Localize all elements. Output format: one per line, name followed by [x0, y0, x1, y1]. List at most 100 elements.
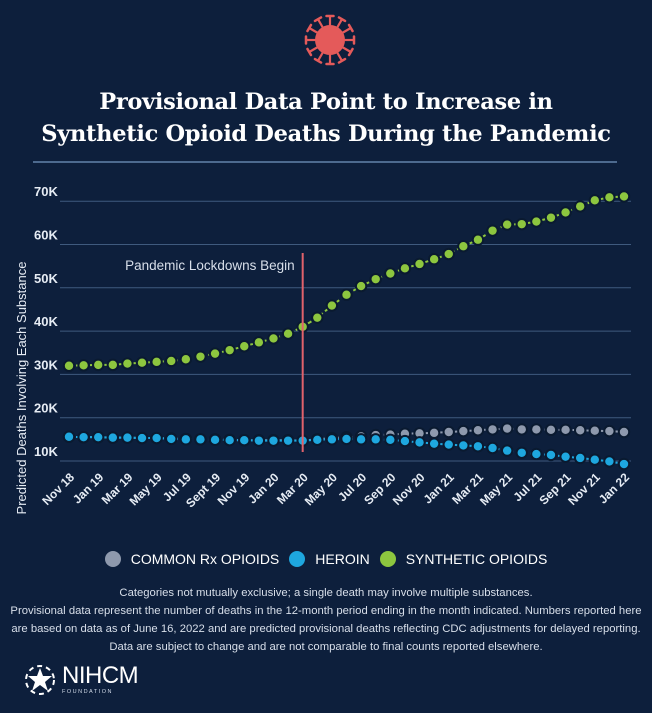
title-line-1: Provisional Data Point to Increase in	[99, 89, 553, 115]
data-point	[77, 359, 90, 372]
data-point	[223, 434, 236, 447]
data-point	[62, 359, 76, 372]
data-point	[515, 423, 528, 436]
data-point	[267, 434, 280, 447]
data-point	[135, 356, 149, 369]
y-tick-label: 30K	[34, 357, 58, 372]
data-point	[252, 434, 266, 447]
x-tick-label: May 20	[302, 470, 340, 508]
title-line-2: Synthetic Opioid Deaths During the Pande…	[41, 121, 611, 147]
data-point	[442, 425, 455, 439]
data-point	[588, 424, 601, 437]
y-tick-label: 70K	[34, 184, 58, 199]
data-point	[281, 434, 295, 447]
data-point	[194, 433, 207, 446]
logo-name: NIHCM	[62, 662, 139, 689]
legend: COMMON Rx OPIOIDS HEROIN SYNTHETIC OPIOI…	[0, 551, 652, 567]
data-point	[573, 424, 587, 437]
data-point	[179, 353, 193, 366]
data-point	[515, 217, 528, 231]
y-axis-label: Predicted Deaths Involving Each Substanc…	[14, 262, 29, 515]
y-tick-label: 20K	[34, 401, 58, 416]
data-point	[442, 247, 455, 261]
x-tick-label: Nov 19	[215, 470, 253, 508]
data-point	[530, 423, 543, 436]
data-point	[179, 433, 193, 446]
data-point	[588, 453, 601, 466]
data-point	[500, 218, 514, 231]
legend-swatch-synthetic	[379, 551, 396, 567]
data-point	[530, 447, 543, 461]
data-point	[92, 358, 105, 372]
title-divider	[33, 161, 617, 163]
y-tick-label: 40K	[34, 314, 58, 329]
data-point	[588, 194, 601, 207]
data-point	[486, 441, 499, 455]
data-point	[544, 211, 558, 224]
data-point	[617, 457, 631, 471]
data-point	[208, 347, 222, 360]
gridlines	[60, 200, 631, 462]
data-point	[486, 423, 499, 436]
data-point	[559, 206, 572, 219]
data-point	[544, 448, 558, 462]
data-point	[325, 433, 339, 446]
data-point	[267, 332, 280, 345]
footnote-1: Categories not mutually exclusive; a sin…	[119, 587, 533, 599]
x-tick-label: Jan 20	[245, 470, 282, 507]
data-point	[573, 200, 587, 213]
x-tick-label: Nov 21	[565, 470, 603, 508]
data-point	[252, 336, 266, 349]
data-point	[106, 358, 120, 372]
legend-swatch-heroin	[289, 551, 306, 567]
data-point	[384, 433, 397, 446]
x-tick-label: May 19	[127, 470, 165, 508]
data-point	[208, 433, 222, 446]
data-point	[121, 431, 134, 444]
data-point	[223, 343, 236, 357]
data-point	[311, 311, 324, 324]
data-point	[457, 240, 470, 253]
data-point	[471, 424, 485, 437]
star-logo-icon	[25, 665, 55, 695]
data-point	[77, 430, 90, 444]
legend-item-heroin: HEROIN	[289, 551, 370, 567]
x-tick-label: Jan 22	[596, 470, 633, 507]
data-point	[92, 430, 105, 444]
data-point	[281, 327, 295, 340]
x-tick-label: Nov 18	[39, 470, 77, 508]
data-point	[354, 279, 368, 293]
y-tick-label: 50K	[34, 271, 58, 286]
data-point	[398, 434, 412, 448]
data-point	[471, 440, 485, 453]
page-title: Provisional Data Point to Increase in Sy…	[0, 86, 652, 150]
legend-item-synthetic: SYNTHETIC OPIOIDS	[379, 551, 548, 567]
data-point	[500, 422, 514, 435]
data-point	[106, 431, 120, 444]
data-point	[369, 272, 382, 286]
series-heroin	[62, 430, 631, 471]
data-point	[530, 215, 543, 228]
data-point	[617, 425, 631, 439]
data-point	[427, 253, 441, 266]
series-group	[62, 190, 631, 471]
data-point	[135, 431, 149, 445]
data-point	[150, 355, 163, 369]
data-point	[442, 438, 455, 451]
series-synthetic	[62, 190, 631, 372]
line-chart: 10K 20K 30K 40K 50K 60K 70K Predicted Deaths I…	[14, 184, 632, 515]
data-point	[369, 433, 382, 446]
data-point	[413, 436, 426, 449]
data-point	[486, 224, 499, 237]
x-tick-label: Nov 20	[390, 470, 428, 508]
data-point	[238, 434, 251, 447]
data-point	[121, 357, 134, 370]
data-point	[603, 455, 616, 468]
nihcm-logo: NIHCM FOUNDATION	[24, 662, 139, 696]
data-point	[603, 424, 616, 438]
annotation: Pandemic Lockdowns Begin	[125, 253, 304, 452]
x-tick-label: May 21	[477, 470, 515, 508]
data-point	[603, 191, 616, 204]
legend-label-synthetic: SYNTHETIC OPIOIDS	[405, 551, 548, 567]
